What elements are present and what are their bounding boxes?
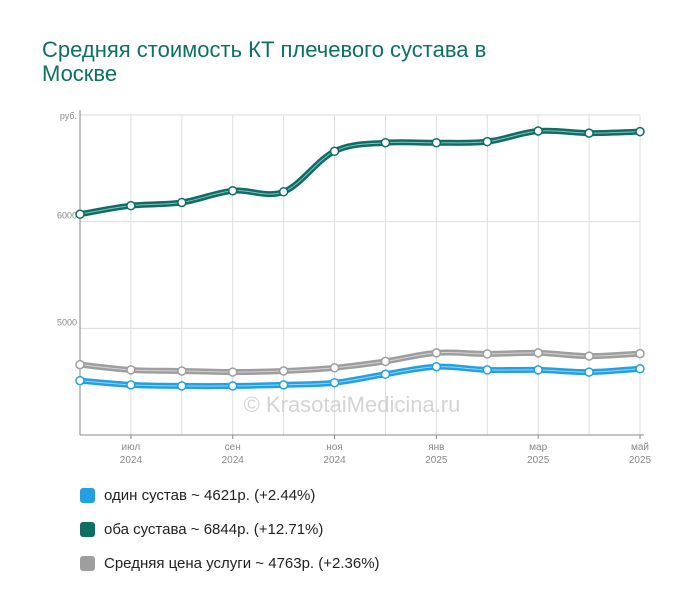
data-point-both [227,185,238,196]
x-tick-label-year: 2024 [222,455,245,466]
data-point-one [533,365,543,375]
y-tick-label: 6000 [57,211,77,221]
chart-title: Средняя стоимость КТ плечевого сустава в… [42,37,487,86]
data-point-avg [177,366,187,376]
x-tick-label-month: сен [225,442,241,453]
data-point-one [75,375,85,386]
series-line-both [77,127,643,218]
data-point-both [635,126,645,137]
data-point-one [431,361,442,372]
data-point-avg [227,367,238,377]
data-point-avg [126,365,136,375]
legend-swatch-one [80,487,95,503]
legend-item-avg[interactable]: Средняя цена услуги ~ 4763р. (+2.36%) [80,552,380,574]
data-point-one [278,380,289,390]
watermark: © KrasotaiMedicina.ru [244,392,461,417]
data-point-one [380,369,391,379]
legend-label-both: оба сустава ~ 6844р. (+12.71%) [104,520,324,538]
data-point-avg [431,348,442,358]
data-point-both [380,137,391,148]
data-point-both [126,200,136,211]
line-chart: руб. 5000 6000 июл 2024 сен 2024 ноя 2024 янв 2025… [57,110,652,466]
data-point-one [177,381,187,391]
data-point-both [533,126,543,136]
data-point-avg [482,349,493,359]
legend-label-avg: Средняя цена услуги ~ 4763р. (+2.36%) [104,554,380,572]
data-point-both [329,146,340,157]
legend-swatch-avg [80,555,95,571]
x-tick-label-year: 2024 [120,455,143,466]
x-tick-label-year: 2024 [323,455,346,466]
data-point-avg [380,356,391,367]
legend-item-one[interactable]: один сустав ~ 4621р. (+2.44%) [80,484,380,506]
x-tick-label-year: 2025 [629,455,652,466]
x-tick-label-year: 2025 [527,455,550,466]
data-point-avg [635,348,645,359]
x-tick-label-month: июл [122,442,141,453]
legend: один сустав ~ 4621р. (+2.44%) оба сустав… [80,484,380,586]
data-point-one [584,367,594,377]
data-point-both [482,136,493,147]
legend-swatch-both [80,521,95,537]
data-point-both [431,137,442,148]
data-point-both [584,128,594,138]
data-point-one [482,365,493,375]
x-tick-label-month: мар [529,442,547,453]
data-point-avg [329,363,340,373]
data-point-avg [584,351,594,361]
legend-item-both[interactable]: оба сустава ~ 6844р. (+12.71%) [80,518,380,540]
data-point-avg [278,366,289,376]
data-point-both [177,197,187,208]
data-point-both [278,187,289,197]
legend-label-one: один сустав ~ 4621р. (+2.44%) [104,486,316,504]
data-point-avg [75,359,85,370]
data-point-both [75,209,85,219]
x-tick-label-month: ноя [326,442,343,453]
y-tick-label: 5000 [57,317,77,327]
x-tick-label-month: янв [428,442,444,453]
y-axis-unit-label: руб. [60,111,77,121]
data-point-one [635,364,645,374]
x-tick-label-year: 2025 [425,455,448,466]
data-point-one [329,377,340,388]
data-point-one [227,381,238,391]
data-point-one [126,380,136,390]
data-point-avg [533,348,543,358]
x-tick-label-month: май [631,442,649,453]
